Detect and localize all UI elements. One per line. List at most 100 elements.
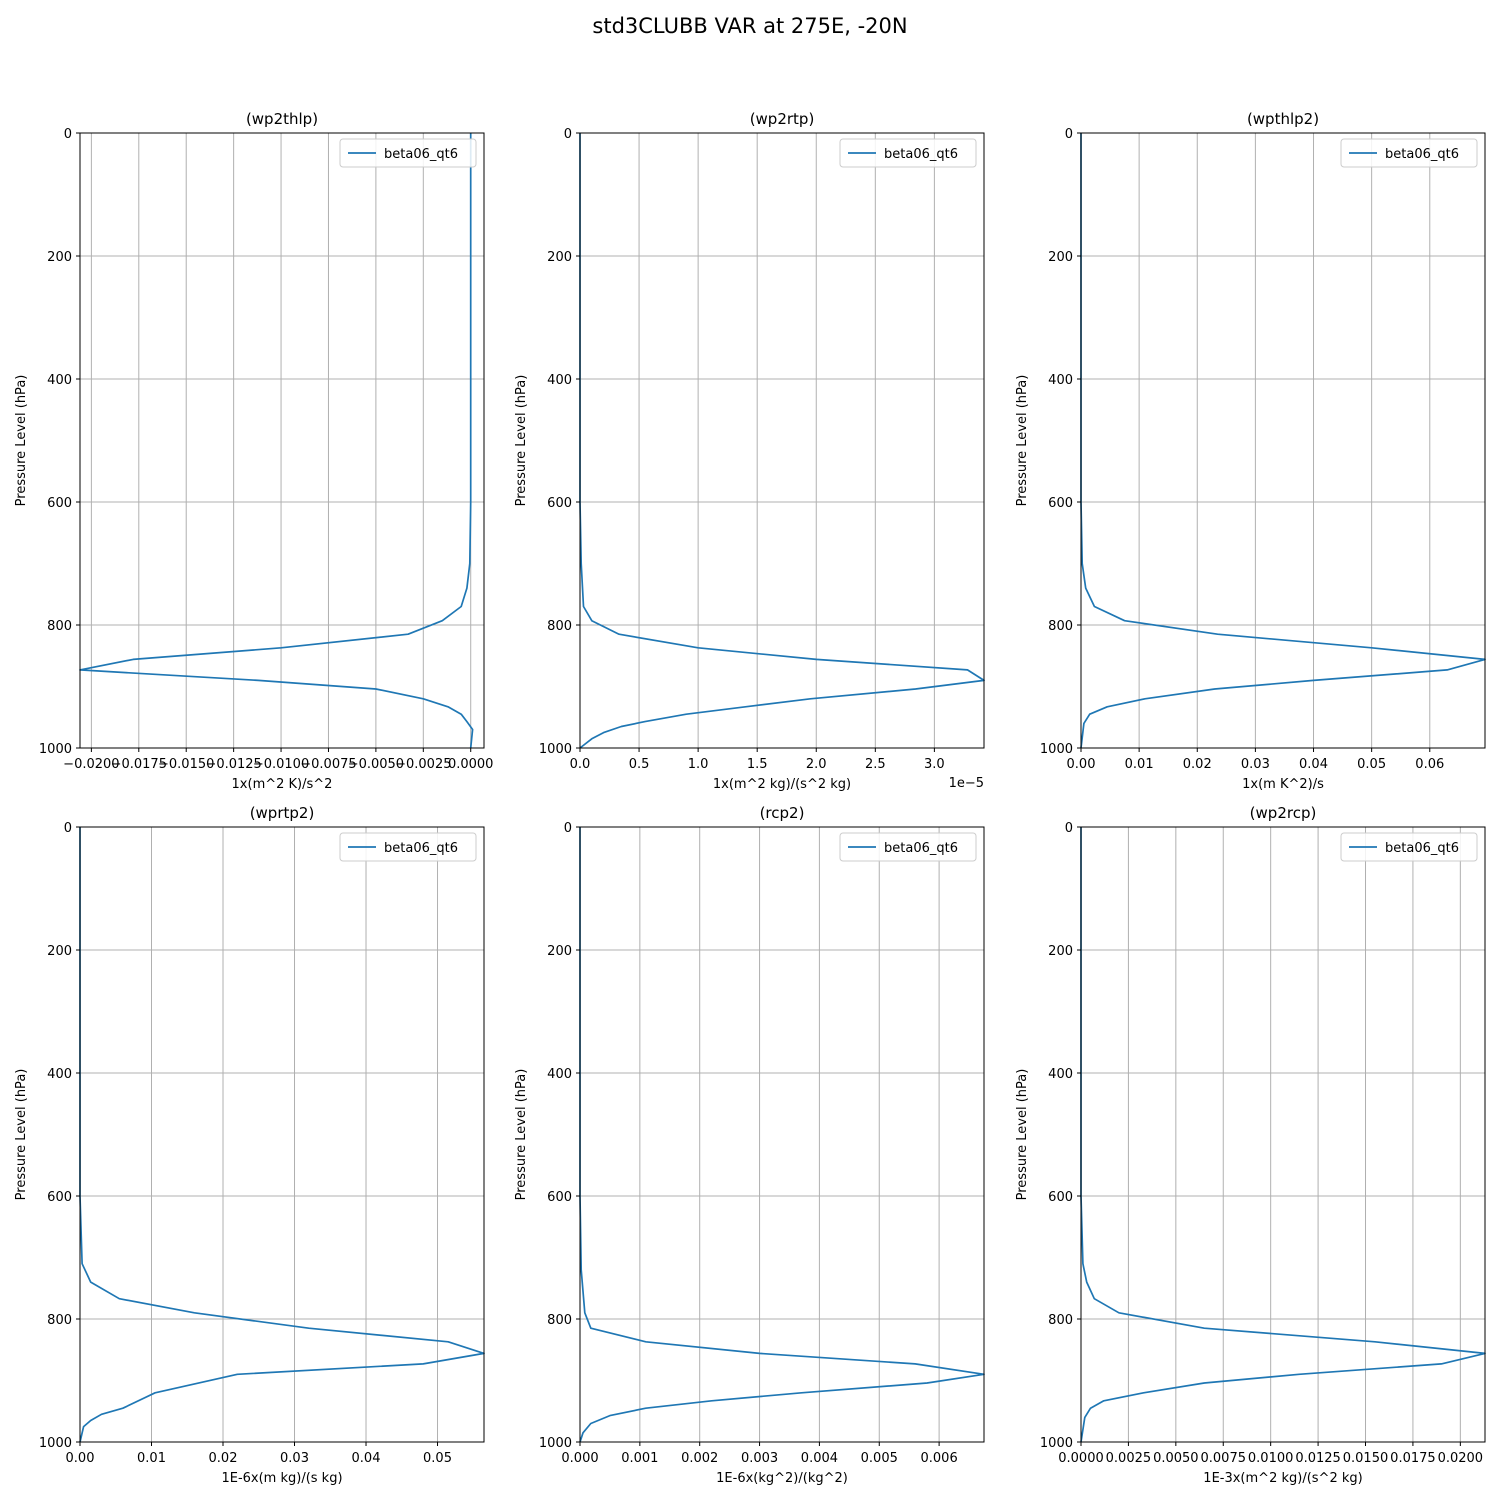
x-tick-label: 0.00 — [66, 1451, 95, 1466]
x-tick-label: −0.0200 — [63, 757, 119, 772]
series-line-beta06_qt6 — [79, 827, 485, 1443]
x-tick-label: 0.5 — [629, 757, 650, 772]
panel-title: (wp2rcp) — [1250, 804, 1317, 822]
y-tick-label: 600 — [547, 496, 572, 511]
series-line-beta06_qt6 — [1080, 827, 1486, 1443]
y-tick-label: 600 — [547, 1190, 572, 1205]
x-tick-label: 0.05 — [423, 1451, 452, 1466]
x-tick-label: 0.0 — [570, 757, 591, 772]
y-tick-label: 800 — [47, 619, 72, 634]
x-axis-label: 1E-6x(kg^2)/(kg^2) — [716, 1471, 848, 1486]
legend-label: beta06_qt6 — [1385, 147, 1459, 162]
x-tick-label: 0.004 — [801, 1451, 838, 1466]
axes-frame — [579, 132, 985, 749]
x-axis-label: 1x(m K^2)/s — [1242, 777, 1324, 792]
x-tick-label: 0.0000 — [1058, 1451, 1104, 1466]
y-axis-label: Pressure Level (hPa) — [14, 375, 29, 507]
panel-1: −0.0200−0.0175−0.0150−0.0125−0.0100−0.00… — [14, 110, 493, 792]
x-tick-label: 0.0000 — [448, 757, 494, 772]
x-tick-label: 0.06 — [1415, 757, 1444, 772]
x-tick-label: −0.0150 — [158, 757, 214, 772]
y-tick-label: 400 — [547, 373, 572, 388]
legend-box — [839, 832, 977, 862]
x-axis-label: 1E-6x(m kg)/(s kg) — [221, 1471, 342, 1486]
x-tick-label: 3.0 — [924, 757, 945, 772]
x-tick-label: 0.02 — [209, 1451, 238, 1466]
y-tick-label: 600 — [47, 496, 72, 511]
x-tick-label: −0.0050 — [348, 757, 404, 772]
y-tick-label: 0 — [1065, 127, 1073, 142]
x-tick-label: 2.5 — [865, 757, 886, 772]
x-tick-label: 0.00 — [1067, 757, 1096, 772]
x-tick-label: 0.01 — [1125, 757, 1154, 772]
y-tick-label: 600 — [1048, 1190, 1073, 1205]
panel-5: 0.000 0.001 0.002 0.003 0.004 0.005 0.006 0 200 4… — [514, 804, 985, 1486]
x-tick-label: 0.0150 — [1343, 1451, 1389, 1466]
axes-frame — [1080, 826, 1486, 1443]
x-tick-label: 0.001 — [621, 1451, 658, 1466]
x-tick-label: 0.000 — [561, 1451, 598, 1466]
x-tick-label: 0.0050 — [1153, 1451, 1199, 1466]
x-tick-label: 2.0 — [806, 757, 827, 772]
panel-6: 0.0000 0.0025 0.0050 0.0075 0.0100 0.0125 0.01… — [1015, 804, 1486, 1486]
legend-box — [839, 138, 977, 168]
y-tick-label: 600 — [47, 1190, 72, 1205]
y-tick-label: 400 — [47, 1067, 72, 1082]
y-axis-label: Pressure Level (hPa) — [514, 1069, 529, 1201]
legend-box — [339, 138, 477, 168]
y-tick-label: 200 — [547, 944, 572, 959]
y-tick-label: 0 — [564, 127, 572, 142]
x-tick-label: 0.0025 — [1106, 1451, 1152, 1466]
y-tick-label: 1000 — [39, 1436, 72, 1451]
x-tick-label: 0.0175 — [1390, 1451, 1436, 1466]
y-tick-label: 200 — [1048, 250, 1073, 265]
x-tick-label: 0.05 — [1357, 757, 1386, 772]
figure-title: std3CLUBB VAR at 275E, -20N — [592, 14, 908, 38]
y-tick-label: 800 — [547, 1313, 572, 1328]
legend-label: beta06_qt6 — [884, 147, 958, 162]
y-tick-label: 800 — [1048, 1313, 1073, 1328]
legend-box — [1340, 138, 1478, 168]
x-tick-label: −0.0175 — [111, 757, 167, 772]
x-tick-label: 0.04 — [352, 1451, 381, 1466]
panel-title: (wpthlp2) — [1247, 110, 1319, 128]
y-tick-label: 600 — [1048, 496, 1073, 511]
panel-title: (wp2thlp) — [246, 110, 318, 128]
x-tick-label: 0.0075 — [1201, 1451, 1247, 1466]
y-tick-label: 400 — [547, 1067, 572, 1082]
x-tick-label: 0.0125 — [1295, 1451, 1341, 1466]
series-line-beta06_qt6 — [579, 133, 985, 749]
panel-title: (wprtp2) — [250, 804, 315, 822]
y-tick-label: 400 — [1048, 1067, 1073, 1082]
panel-title: (wp2rtp) — [750, 110, 815, 128]
y-tick-label: 1000 — [539, 742, 572, 757]
y-tick-label: 800 — [547, 619, 572, 634]
legend-label: beta06_qt6 — [1385, 841, 1459, 856]
y-tick-label: 200 — [47, 944, 72, 959]
series-line-beta06_qt6 — [79, 133, 474, 749]
panel-2: 0.0 0.5 1.0 1.5 2.0 2.5 3.0 0 200 400 600 800 1000 (w… — [514, 110, 985, 792]
x-tick-label: −0.0075 — [300, 757, 356, 772]
y-tick-label: 1000 — [539, 1436, 572, 1451]
y-axis-label: Pressure Level (hPa) — [1015, 375, 1030, 507]
panel-title: (rcp2) — [760, 804, 805, 822]
series-line-beta06_qt6 — [1080, 133, 1486, 749]
y-tick-label: 400 — [47, 373, 72, 388]
axes-frame — [79, 132, 485, 749]
x-tick-label: 0.002 — [681, 1451, 718, 1466]
series-line-beta06_qt6 — [579, 827, 985, 1443]
x-tick-label: −0.0125 — [205, 757, 261, 772]
y-tick-label: 1000 — [1040, 742, 1073, 757]
y-tick-label: 400 — [1048, 373, 1073, 388]
y-tick-label: 0 — [64, 127, 72, 142]
x-axis-label: 1E-3x(m^2 kg)/(s^2 kg) — [1203, 1471, 1362, 1486]
x-tick-label: −0.0100 — [253, 757, 309, 772]
legend-label: beta06_qt6 — [884, 841, 958, 856]
y-tick-label: 1000 — [39, 742, 72, 757]
axes-frame — [1080, 132, 1486, 749]
y-tick-label: 200 — [47, 250, 72, 265]
y-tick-label: 200 — [547, 250, 572, 265]
legend-label: beta06_qt6 — [384, 147, 458, 162]
panel-4: 0.00 0.01 0.02 0.03 0.04 0.05 0 200 400 600 800 100… — [14, 804, 485, 1486]
x-axis-label: 1x(m^2 K)/s^2 — [232, 777, 333, 792]
